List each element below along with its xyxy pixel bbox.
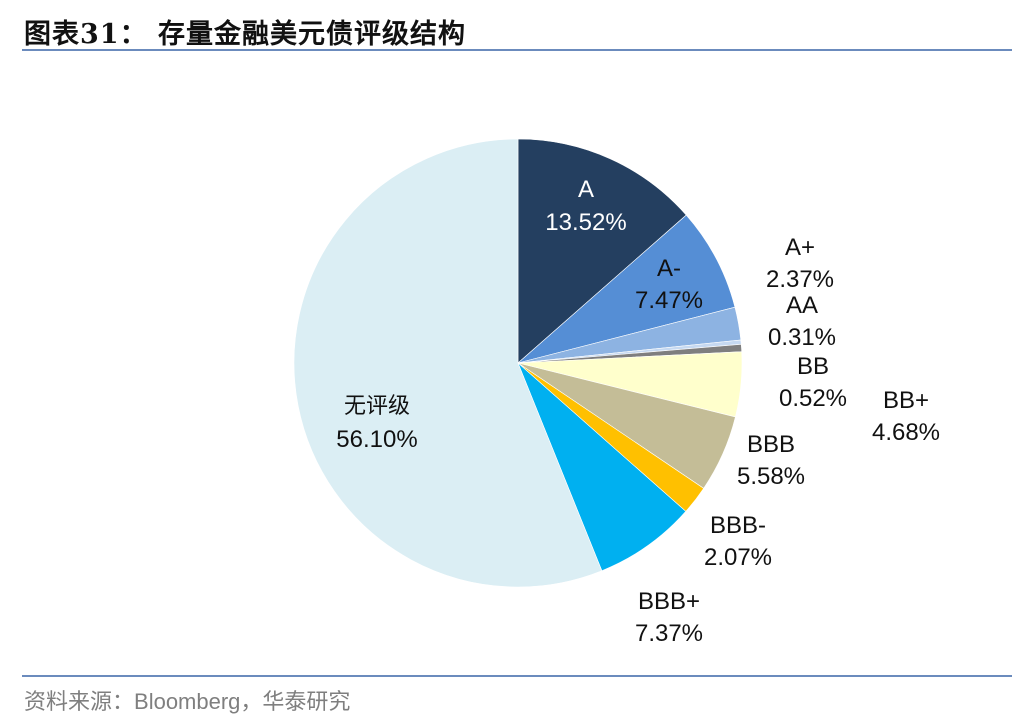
source-name: Bloomberg <box>134 689 241 714</box>
source-suffix: ，华泰研究 <box>240 690 351 715</box>
slice-label-value: 7.47% <box>635 287 703 314</box>
source-note: 资料来源：Bloomberg，华泰研究 <box>24 684 350 716</box>
slice-label-name: BB+ <box>883 387 929 414</box>
slice-label-value: 56.10% <box>336 426 417 453</box>
slice-label-name: BBB- <box>710 512 766 539</box>
slice-label-value: 13.52% <box>545 209 626 236</box>
slice-label-value: 0.31% <box>768 324 836 351</box>
slice-label-name: A- <box>657 255 681 282</box>
slice-label-name: 无评级 <box>344 394 410 419</box>
slice-label-name: A+ <box>785 234 815 261</box>
slice-label-value: 4.68% <box>872 419 940 446</box>
pie-slice-无评级 <box>293 138 603 588</box>
slice-label-name: A <box>578 176 594 203</box>
pie-slice-A- <box>517 214 736 364</box>
slice-label-value: 5.58% <box>737 463 805 490</box>
slice-label-name: BBB+ <box>638 588 700 615</box>
slice-label-value: 0.52% <box>779 385 847 412</box>
pie-slice-BBB+ <box>517 362 687 572</box>
slice-label-name: BB <box>797 353 829 380</box>
pie-slice-A <box>517 138 687 364</box>
slice-label-name: AA <box>786 292 818 319</box>
source-prefix: 资料来源： <box>24 690 135 715</box>
footer-divider <box>22 675 1012 677</box>
slice-label-value: 2.07% <box>704 544 772 571</box>
page-title: 图表31： 存量金融美元债评级结构 <box>24 19 466 50</box>
slice-label-name: BBB <box>747 431 795 458</box>
slice-label-value: 2.37% <box>766 266 834 293</box>
slice-label-value: 7.37% <box>635 620 703 647</box>
header-divider <box>22 49 1012 51</box>
